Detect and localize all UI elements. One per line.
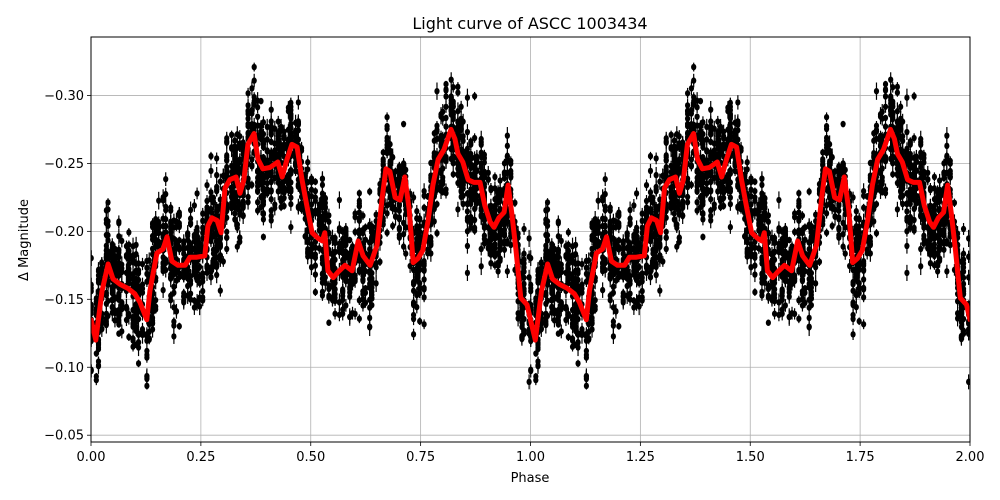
y-tick-label: −0.20: [44, 225, 84, 240]
y-tick-label: −0.25: [44, 157, 84, 172]
y-tick-label: −0.05: [44, 429, 84, 444]
x-tick-label: 2.00: [956, 450, 985, 465]
y-tick-label: −0.10: [44, 361, 84, 376]
x-tick-label: 1.75: [846, 450, 875, 465]
x-tick-label: 0.50: [296, 450, 325, 465]
x-axis-ticks: 0.00 0.25 0.50 0.75 1.00 1.25 1.50 1.75 2.00: [77, 442, 985, 465]
x-tick-label: 1.25: [626, 450, 655, 465]
x-tick-label: 0.00: [77, 450, 106, 465]
binned-curve-line: [91, 126, 970, 343]
y-axis-label: Δ Magnitude: [17, 199, 32, 281]
chart-title: Light curve of ASCC 1003434: [412, 14, 647, 33]
x-tick-label: 0.75: [406, 450, 435, 465]
y-axis-ticks: −0.30 −0.25 −0.20 −0.15 −0.10 −0.05: [44, 89, 91, 444]
x-axis-label: Phase: [511, 471, 550, 486]
y-tick-label: −0.30: [44, 89, 84, 104]
x-tick-label: 1.50: [736, 450, 765, 465]
x-tick-label: 0.25: [186, 450, 215, 465]
y-tick-label: −0.15: [44, 293, 84, 308]
x-tick-label: 1.00: [516, 450, 545, 465]
